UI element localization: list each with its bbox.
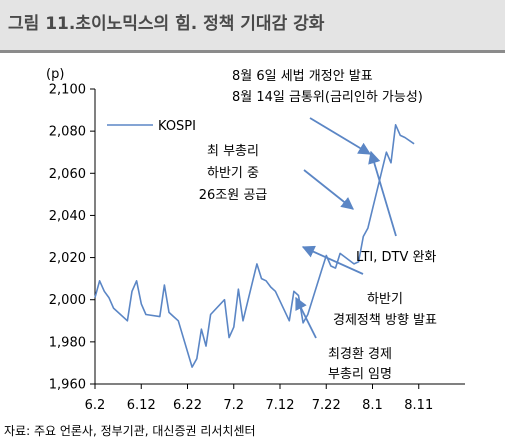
x-tick-label: 7.2	[223, 398, 244, 413]
annotation-text: 8월 6일 세법 개정안 발표	[232, 69, 373, 84]
y-tick-label: 2,080	[49, 125, 86, 140]
annotation-text: 최경환 경제	[328, 347, 392, 362]
annotation-arrow	[309, 117, 372, 155]
x-tick-label: 8.1	[362, 398, 383, 413]
kospi-series-line	[94, 124, 415, 368]
annotation-arrow	[368, 150, 397, 237]
annotation-arrow	[295, 296, 317, 339]
annotation-arrows	[295, 117, 397, 339]
annotation-arrow	[301, 245, 364, 275]
x-tick-label: 8.11	[404, 398, 433, 413]
x-tick-label: 7.22	[312, 398, 341, 413]
annotation-text: 26조원 공급	[199, 188, 268, 203]
x-tick-label: 6.2	[85, 398, 106, 413]
y-tick-label: 2,100	[49, 83, 86, 98]
unit-label: (p)	[46, 67, 64, 82]
x-tick-label: 6.22	[173, 398, 202, 413]
annotation-texts: 8월 6일 세법 개정안 발표 8월 14일 금통위(금리인하 가능성) 최 부총리…	[199, 69, 437, 382]
source-note: 자료: 주요 언론사, 정부기관, 대신증권 리서치센터	[4, 424, 256, 438]
y-tick-label: 1,980	[49, 335, 86, 350]
y-tick-label: 1,960	[49, 378, 86, 393]
annotation-arrow	[303, 169, 354, 210]
annotation-text: 부총리 임명	[328, 367, 392, 382]
annotation-text: 8월 14일 금통위(금리인하 가능성)	[232, 90, 423, 105]
y-tick-label: 2,000	[49, 293, 86, 308]
annotation-text: 최 부총리	[207, 144, 259, 159]
axes: 1,960 1,980 2,000 2,020 2,040 2,060 2,080 2,100…	[49, 83, 465, 413]
x-tick-label: 6.12	[127, 398, 156, 413]
series-layer: KOSPI	[94, 119, 415, 368]
y-tick-label: 2,020	[49, 251, 86, 266]
title-bar: 그림 11.초이노믹스의 힘. 정책 기대감 강화	[0, 0, 505, 50]
y-tick-label: 2,040	[49, 209, 86, 224]
chart-title: 그림 11.초이노믹스의 힘. 정책 기대감 강화	[8, 14, 325, 34]
annotation-text: LTI, DTV 완화	[356, 250, 436, 265]
x-tick-label: 7.12	[266, 398, 295, 413]
annotation-text: 하반기 중	[207, 166, 259, 181]
y-tick-label: 2,060	[49, 167, 86, 182]
legend-label-kospi: KOSPI	[158, 119, 196, 134]
title-rule	[0, 50, 505, 53]
annotation-text: 경제정책 방향 발표	[333, 313, 437, 328]
annotation-text: 하반기	[367, 292, 403, 307]
